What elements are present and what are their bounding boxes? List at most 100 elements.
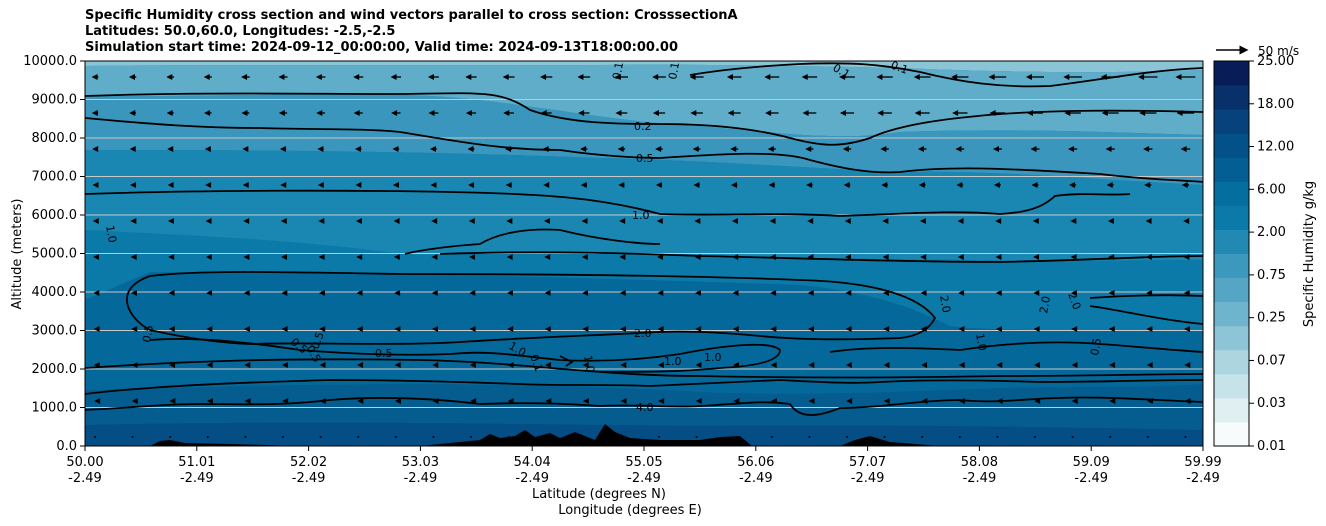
wind-vector-head bbox=[429, 146, 436, 152]
wind-vector-head bbox=[167, 146, 174, 152]
contour-4.0 bbox=[85, 396, 1203, 416]
wind-vector-head bbox=[655, 182, 662, 188]
contour-2.0-right bbox=[1089, 294, 1203, 325]
x-tick-label-lat: 54.04 bbox=[514, 455, 551, 470]
wind-vector bbox=[770, 436, 773, 438]
x-tick-label-lat: 58.08 bbox=[961, 455, 998, 470]
wind-vector-head bbox=[883, 362, 890, 368]
wind-vector-head bbox=[1071, 398, 1078, 404]
wind-vector-head bbox=[1184, 362, 1191, 368]
wind-vector-head bbox=[1063, 74, 1070, 80]
wind-vector-head bbox=[1070, 218, 1077, 224]
wind-vector-head bbox=[356, 326, 363, 332]
wind-vector-head bbox=[166, 74, 173, 80]
wind-vector-head bbox=[468, 218, 475, 224]
wind-vector-head bbox=[280, 182, 287, 188]
wind-vector-head bbox=[581, 254, 588, 260]
colorbar-swatch bbox=[1214, 229, 1249, 254]
quiver-key: 50 m/s bbox=[1216, 44, 1299, 58]
wind-vector-head bbox=[1025, 74, 1032, 80]
wind-vector-head bbox=[278, 74, 285, 80]
x-tick-label-lat: 56.06 bbox=[737, 455, 774, 470]
wind-vector-head bbox=[545, 362, 552, 368]
wind-vector-head bbox=[802, 110, 809, 116]
wind-vector-head bbox=[93, 326, 100, 332]
wind-vector-head bbox=[1183, 326, 1190, 332]
y-tick-label: 9000.0 bbox=[32, 93, 78, 108]
y-tick-label: 0.0 bbox=[56, 439, 77, 454]
wind-vector-head bbox=[92, 146, 99, 152]
colorbar-tick-label: 6.00 bbox=[1257, 182, 1286, 197]
wind-vector-head bbox=[206, 326, 213, 332]
wind-vector-head bbox=[619, 326, 626, 332]
contours bbox=[85, 62, 1203, 416]
wind-vector-head bbox=[1183, 290, 1190, 296]
wind-vector bbox=[394, 436, 397, 438]
wind-vector-head bbox=[842, 146, 849, 152]
wind-vector-head bbox=[465, 74, 472, 80]
wind-vector-head bbox=[244, 362, 251, 368]
wind-vector-head bbox=[1105, 146, 1112, 152]
wind-vector-head bbox=[1181, 182, 1188, 188]
contour-label: 2.0 bbox=[937, 294, 953, 313]
wind-vector bbox=[846, 436, 848, 438]
colorbar-swatch bbox=[1214, 421, 1249, 447]
colorbar-tick-label: 12.00 bbox=[1257, 140, 1294, 155]
x-tick-label-lon: -2.49 bbox=[627, 471, 661, 486]
wind-vector-head bbox=[993, 182, 1000, 188]
wind-vector-head bbox=[91, 110, 98, 116]
wind-vector bbox=[620, 436, 623, 438]
wind-vector-head bbox=[582, 398, 589, 404]
wind-vector-head bbox=[730, 182, 737, 188]
wind-vector-head bbox=[468, 182, 475, 188]
wind-vector-head bbox=[880, 146, 887, 152]
wind-vector-head bbox=[882, 254, 889, 260]
wind-vector-head bbox=[1033, 362, 1040, 368]
wind-vector-head bbox=[206, 398, 213, 404]
colorbar-swatch bbox=[1214, 205, 1249, 230]
wind-vector-head bbox=[801, 74, 808, 80]
wind-vector-head bbox=[652, 110, 659, 116]
wind-vector-head bbox=[582, 290, 589, 296]
contour-label: 2.0 bbox=[634, 327, 652, 340]
wind-vector bbox=[733, 436, 736, 438]
contour-0.1-top bbox=[689, 62, 1203, 88]
colorbar-swatch bbox=[1214, 181, 1249, 206]
wind-vector-head bbox=[620, 398, 627, 404]
wind-vector-head bbox=[243, 326, 250, 332]
wind-vector-head bbox=[921, 362, 928, 368]
wind-vector-head bbox=[94, 398, 101, 404]
contour-label: 1.0 bbox=[973, 332, 989, 351]
wind-vector-head bbox=[167, 218, 174, 224]
y-tick-label: 8000.0 bbox=[32, 131, 78, 146]
x-tick-label-lat: 59.09 bbox=[1073, 455, 1110, 470]
wind-vector-head bbox=[693, 182, 700, 188]
wind-vector-head bbox=[243, 254, 250, 260]
chart-title: Specific Humidity cross section and wind… bbox=[85, 8, 738, 56]
wind-vector-head bbox=[130, 182, 137, 188]
wind-vector-head bbox=[130, 290, 137, 296]
wind-vector-head bbox=[206, 362, 213, 368]
wind-vector-head bbox=[730, 146, 737, 152]
contour-label: 0.5 bbox=[140, 324, 156, 343]
x-tick-label-lon: -2.49 bbox=[68, 471, 102, 486]
contour-1.0-upper bbox=[85, 189, 1131, 217]
wind-vector-head bbox=[427, 74, 434, 80]
wind-vector-head bbox=[1138, 74, 1145, 80]
wind-vector-head bbox=[957, 218, 964, 224]
wind-vector-head bbox=[168, 326, 175, 332]
wind-vector-head bbox=[505, 182, 512, 188]
contour-label: 0.5 bbox=[309, 330, 327, 351]
wind-vector-head bbox=[432, 362, 439, 368]
y-tick-label: 5000.0 bbox=[32, 247, 78, 262]
title-line-2: Latitudes: 50.0,60.0, Longitudes: -2.5,-… bbox=[85, 24, 396, 39]
wind-vector bbox=[169, 436, 172, 438]
contour-label: 1.0 bbox=[664, 355, 682, 368]
wind-vector-head bbox=[883, 326, 890, 332]
x-tick-label-lon: -2.49 bbox=[851, 471, 885, 486]
wind-vector bbox=[319, 436, 322, 438]
wind-vector-head bbox=[770, 290, 777, 296]
wind-vector-head bbox=[355, 182, 362, 188]
wind-vector-head bbox=[577, 74, 584, 80]
wind-vector-head bbox=[1108, 326, 1115, 332]
